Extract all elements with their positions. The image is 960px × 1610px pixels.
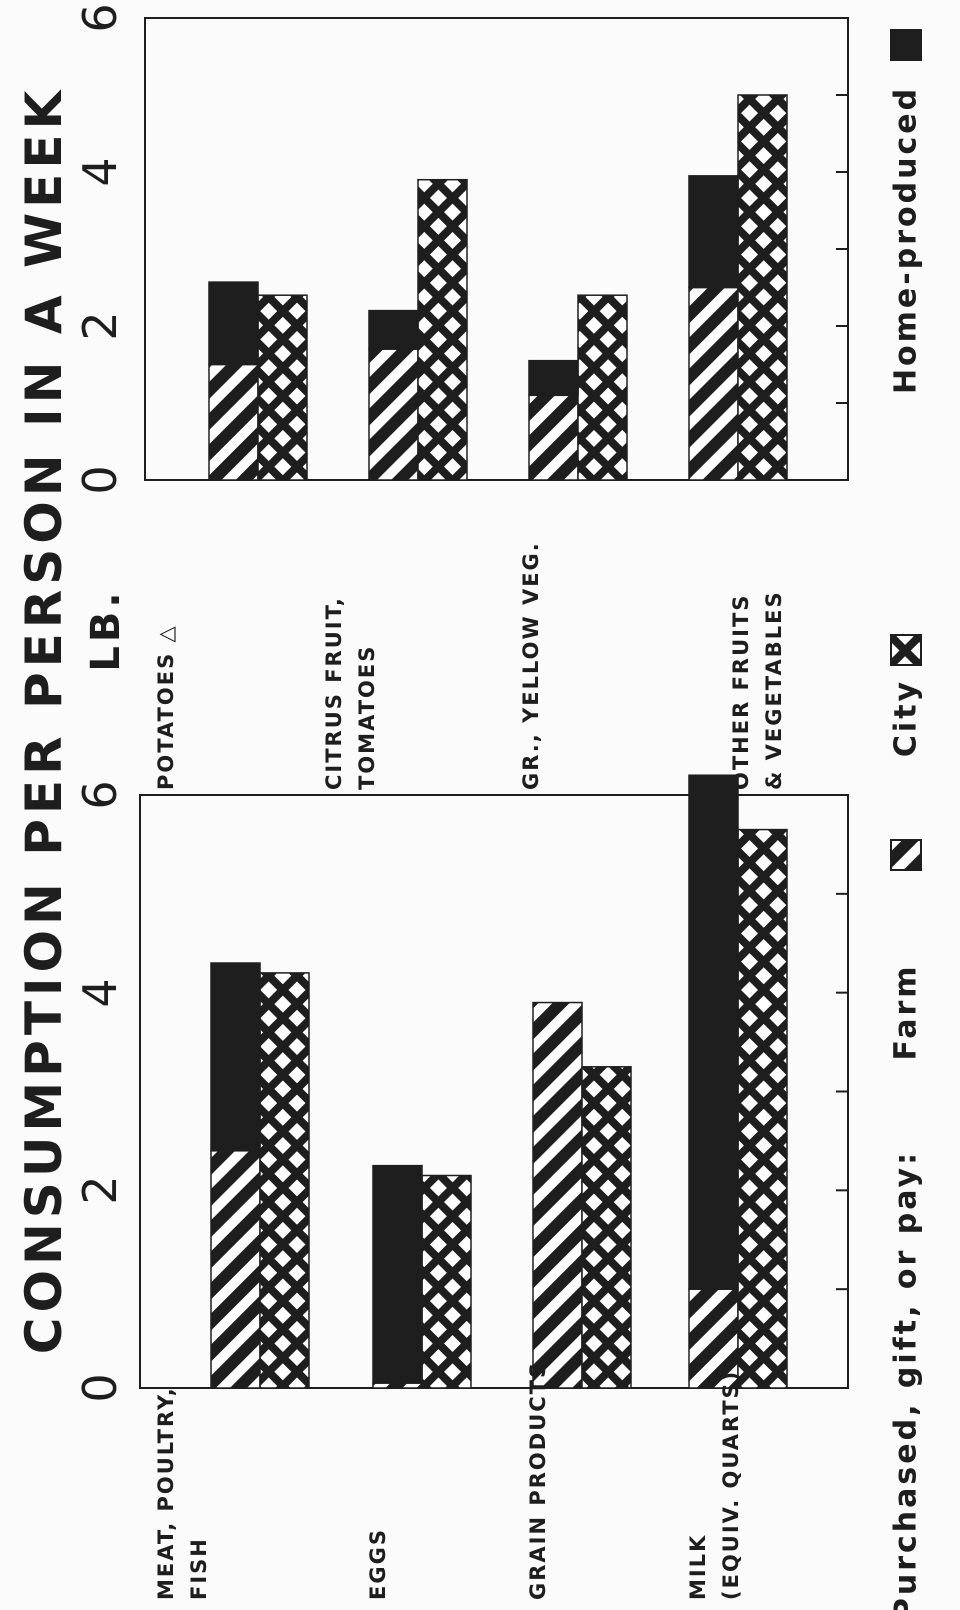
bar [688, 286, 739, 481]
legend-swatch [890, 634, 922, 666]
category-label: EGGS [366, 1528, 390, 1600]
legend-label: City [888, 678, 924, 758]
bar [577, 294, 628, 481]
y-tick-label: 2 [73, 1175, 127, 1205]
bar [417, 178, 468, 481]
bar [737, 94, 788, 481]
y-tick-label: 0 [73, 1373, 127, 1403]
y-tick-label: 4 [73, 978, 127, 1008]
bar [532, 1001, 583, 1389]
y-tick-label: 4 [73, 157, 127, 187]
bar [368, 348, 419, 481]
chart-title: CONSUMPTION PER PERSON IN A WEEK [15, 85, 73, 1355]
bar [257, 294, 308, 481]
bar [581, 1066, 632, 1389]
bar [208, 363, 259, 481]
bar [528, 394, 579, 481]
category-label: MILK (EQUIV. QUARTS) [686, 1369, 743, 1600]
bar [259, 972, 310, 1389]
bar [210, 962, 261, 1152]
bar [688, 774, 739, 1290]
legend-swatch [890, 839, 922, 871]
y-tick-label: 0 [73, 465, 127, 495]
bar [421, 1174, 472, 1389]
category-label: GR., YELLOW VEG. [519, 541, 543, 790]
bar [208, 281, 259, 366]
bar [372, 1164, 423, 1384]
legend-label: Home-produced [888, 85, 924, 395]
bar [688, 175, 739, 289]
category-label: GRAIN PRODUCTS [526, 1360, 550, 1600]
category-label: MEAT, POULTRY, FISH [154, 1386, 211, 1600]
y-tick-label: 6 [73, 3, 127, 33]
legend-label: Farm [888, 963, 924, 1061]
legend-title: Purchased, gift, or pay: [888, 1149, 924, 1610]
axis-unit-label: LB. [83, 588, 129, 672]
bar [737, 828, 788, 1389]
y-tick-label: 2 [73, 311, 127, 341]
category-label: OTHER FRUITS & VEGETABLES [729, 590, 786, 790]
bar [368, 309, 419, 350]
y-tick-label: 6 [73, 780, 127, 810]
bar [210, 1150, 261, 1389]
category-label: POTATOES △ [154, 624, 178, 790]
category-label: CITRUS FRUIT, TOMATOES [322, 596, 379, 790]
legend-swatch [890, 29, 922, 61]
bar [528, 359, 579, 397]
